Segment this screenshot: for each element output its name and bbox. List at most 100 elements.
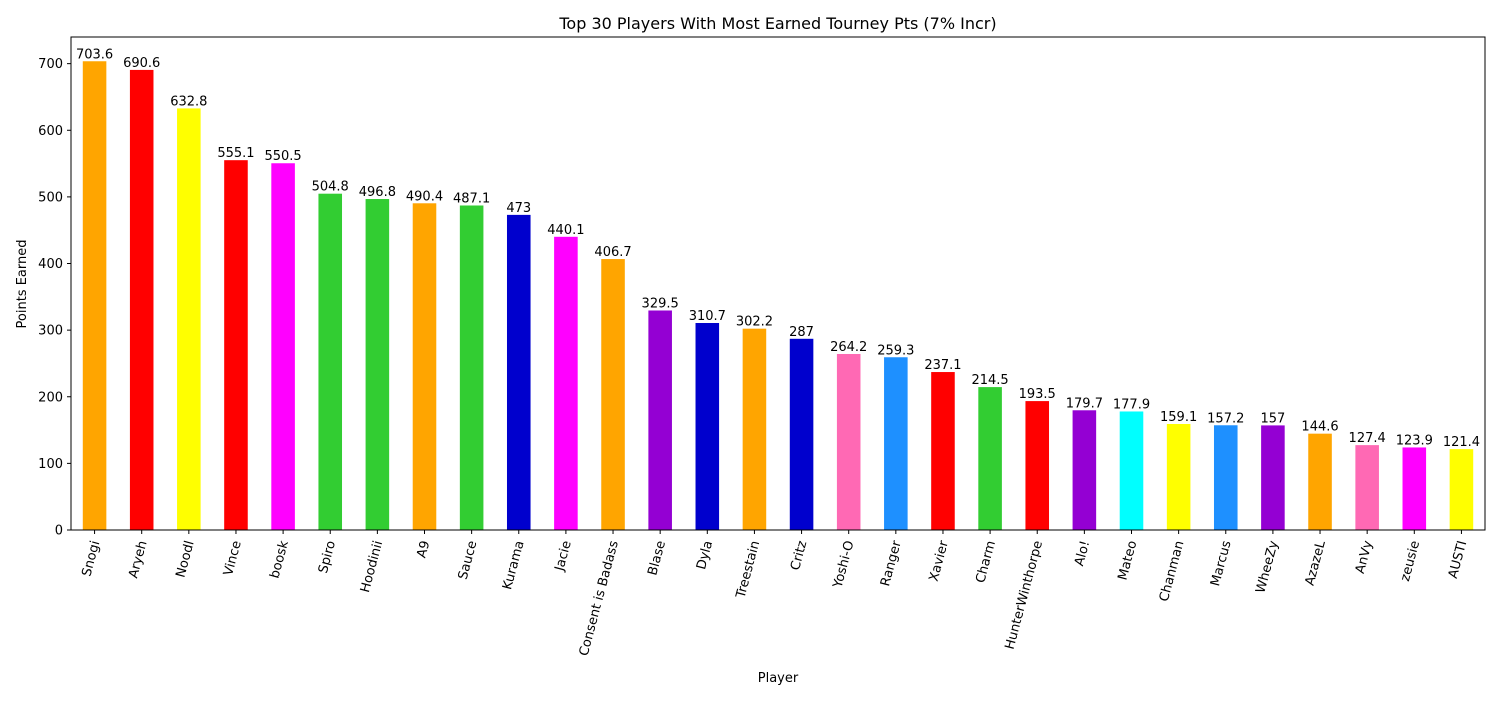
- x-tick-label: Vince: [221, 539, 245, 577]
- bar: [506, 214, 531, 530]
- bar-value-label: 287: [789, 325, 814, 340]
- x-tick-label: Consent is Badass: [577, 539, 622, 658]
- y-tick-label: 200: [38, 390, 63, 405]
- bar-value-label: 329.5: [642, 296, 679, 311]
- x-tick-label: Chanman: [1157, 539, 1188, 603]
- bar: [742, 328, 767, 530]
- bar: [1261, 425, 1285, 530]
- x-tick-label: Jacie: [552, 539, 575, 573]
- bar-value-label: 550.5: [264, 149, 301, 164]
- y-tick-label: 300: [38, 324, 63, 339]
- bar-value-label: 440.1: [547, 223, 584, 238]
- bar: [978, 387, 1002, 530]
- bar: [177, 108, 201, 530]
- x-tick-label: Kurama: [500, 539, 527, 591]
- bar-value-label: 127.4: [1349, 431, 1386, 446]
- bar-value-label: 157: [1260, 411, 1285, 426]
- y-tick-label: 400: [38, 257, 63, 272]
- bar-value-label: 490.4: [406, 189, 443, 204]
- y-tick-label: 600: [38, 124, 63, 139]
- x-tick-label: AzazeL: [1303, 538, 1330, 587]
- x-axis: Snogi Aryeh Noodl Vince boosk Spiro Hoodinii A9…: [80, 530, 1470, 658]
- bar-value-label: 179.7: [1066, 396, 1103, 411]
- bar-value-label: 302.2: [736, 315, 773, 330]
- x-tick-label: Sauce: [456, 539, 481, 581]
- bar: [318, 193, 343, 530]
- x-tick-label: Treestain: [733, 539, 763, 601]
- x-tick-label: AUSTI: [1446, 539, 1470, 580]
- bar: [1449, 449, 1474, 530]
- x-tick-label: Xavier: [927, 539, 952, 584]
- bar: [789, 338, 814, 530]
- bar: [836, 353, 861, 530]
- x-tick-label: Critz: [788, 539, 810, 572]
- bar: [601, 259, 625, 530]
- x-tick-label: Snogi: [80, 539, 104, 578]
- bar-value-label: 496.8: [359, 185, 396, 200]
- value-labels-layer: 703.6 690.6 632.8 555.1 550.5 504.8 496.8 490.4…: [76, 47, 1480, 450]
- bar-value-label: 237.1: [924, 358, 961, 373]
- bar-value-label: 487.1: [453, 191, 490, 206]
- x-tick-label: Dyla: [694, 539, 716, 571]
- bar: [1402, 447, 1427, 530]
- bar-value-label: 406.7: [594, 245, 631, 260]
- bar: [1119, 411, 1144, 530]
- bar: [1166, 424, 1191, 530]
- y-tick-label: 500: [38, 190, 63, 205]
- bar-value-label: 123.9: [1396, 433, 1433, 448]
- x-tick-label: Mateo: [1115, 539, 1140, 582]
- bar-value-label: 690.6: [123, 56, 160, 71]
- y-tick-label: 100: [38, 457, 63, 472]
- y-axis-label: Points Earned: [15, 240, 30, 329]
- bar-value-label: 214.5: [971, 373, 1008, 388]
- bar-value-label: 193.5: [1019, 387, 1056, 402]
- bar-value-label: 144.6: [1301, 420, 1338, 435]
- x-tick-label: Marcus: [1208, 539, 1235, 588]
- bar-value-label: 555.1: [217, 146, 254, 161]
- bar: [224, 160, 248, 530]
- y-axis: 0 100 200 300 400 500 600 700: [38, 57, 71, 539]
- x-tick-label: Alo!: [1072, 539, 1093, 568]
- bar: [1213, 425, 1238, 530]
- x-tick-label: Aryeh: [126, 539, 150, 580]
- y-tick-label: 700: [38, 57, 63, 72]
- plot-frame: [70, 36, 1486, 531]
- bar: [1072, 410, 1097, 530]
- bar: [459, 205, 484, 530]
- bar-value-label: 504.8: [312, 180, 349, 195]
- x-tick-label: Noodl: [174, 539, 198, 579]
- bar: [365, 199, 390, 530]
- bar: [1355, 445, 1379, 530]
- bar: [412, 203, 437, 530]
- bar: [82, 61, 107, 530]
- x-tick-label: zeusie: [1398, 539, 1423, 583]
- bar: [554, 236, 578, 530]
- bar: [1308, 433, 1332, 530]
- x-tick-label: A9: [414, 539, 433, 559]
- x-tick-label: Charm: [973, 539, 999, 584]
- bar-value-label: 703.6: [76, 47, 113, 62]
- bar-value-label: 159.1: [1160, 410, 1197, 425]
- bar-value-label: 264.2: [830, 340, 867, 355]
- x-tick-label: Spiro: [316, 539, 339, 575]
- bar-value-label: 157.2: [1207, 411, 1244, 426]
- x-tick-label: HunterWinthorpe: [1003, 539, 1046, 651]
- bar-value-label: 310.7: [689, 309, 726, 324]
- x-tick-label: WheeZy: [1253, 539, 1281, 595]
- x-tick-label: Hoodinii: [358, 539, 386, 594]
- bar: [271, 163, 295, 530]
- x-tick-label: Blase: [645, 539, 669, 577]
- y-tick-label: 0: [55, 524, 63, 539]
- bar-value-label: 473: [506, 201, 531, 216]
- x-tick-label: Yoshi-O: [830, 539, 857, 590]
- bar: [129, 69, 154, 531]
- x-axis-label: Player: [758, 671, 799, 686]
- bar-value-label: 121.4: [1443, 435, 1480, 450]
- x-tick-label: AnVy: [1353, 539, 1376, 575]
- bar: [695, 323, 720, 530]
- bar-value-label: 177.9: [1113, 397, 1150, 412]
- x-tick-label: Ranger: [878, 539, 905, 588]
- x-tick-label: boosk: [268, 539, 293, 580]
